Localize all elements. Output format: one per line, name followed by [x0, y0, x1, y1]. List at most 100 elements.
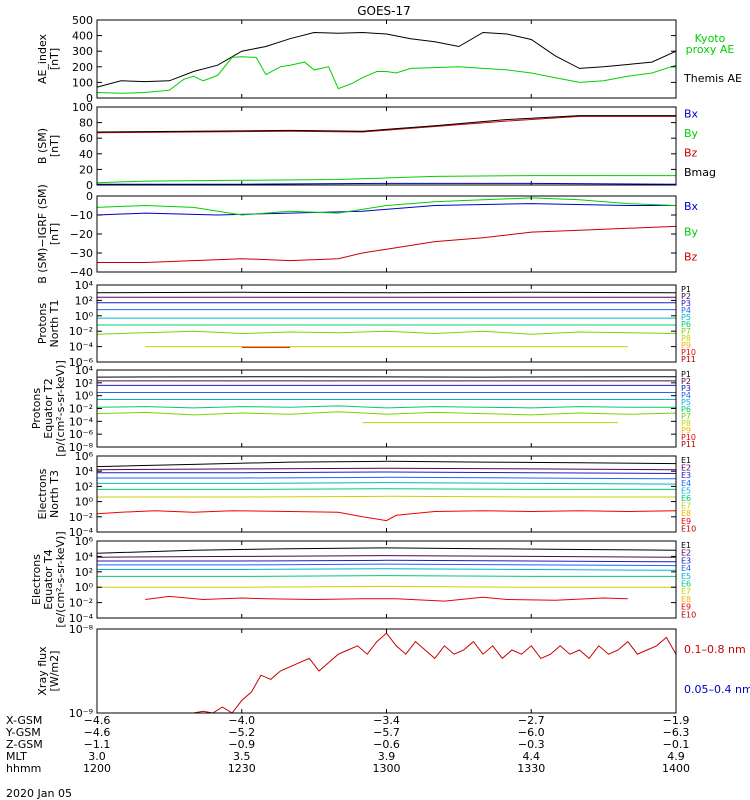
legend-item: E3	[681, 471, 691, 480]
legend-item: P2	[681, 377, 691, 386]
legend-item: Bx	[684, 200, 699, 213]
y-tick-label: 10⁻²	[69, 511, 93, 524]
y-tick-label: 100	[72, 76, 93, 89]
x-row-label: X-GSM	[6, 714, 42, 727]
series-group	[96, 376, 677, 424]
legend-item: P8	[681, 334, 691, 343]
series-line-kyoto-proxy-ae	[96, 56, 677, 94]
y-tick-label: 10⁻⁴	[69, 341, 94, 354]
y-axis-label: Electrons	[30, 554, 43, 605]
legend-item: Kyoto	[695, 32, 726, 45]
y-tick-label: −30	[70, 247, 93, 260]
x-tick-label: −6.3	[663, 726, 690, 739]
y-axis-label: AE_index	[36, 33, 49, 84]
y-tick-label: 10⁰	[75, 310, 94, 323]
series-line-bmag	[96, 115, 676, 133]
series-line-e7	[97, 585, 676, 588]
series-line-e5	[97, 568, 677, 571]
legend-item: E5	[681, 486, 691, 495]
x-tick-label: −1.1	[84, 738, 111, 751]
legend-item: E9	[681, 603, 691, 612]
series-line-0-1-0-8-nm	[193, 632, 677, 714]
legend-item: P2	[681, 292, 691, 301]
legend-item: E4	[681, 479, 691, 488]
legend-item: E1	[681, 541, 691, 550]
legend-item: P4	[681, 306, 691, 315]
legend-item: E8	[681, 595, 691, 604]
x-tick-label: −2.7	[518, 714, 545, 727]
series-group	[96, 460, 677, 522]
x-tick-label: −0.1	[663, 738, 690, 751]
y-tick-label: 10⁴	[75, 465, 94, 478]
legend-item: E2	[681, 549, 691, 558]
legend-item: P7	[681, 327, 691, 336]
figure-title: GOES-17	[357, 4, 411, 18]
y-tick-label: 10⁻⁴	[69, 415, 94, 428]
x-tick-label: 3.9	[378, 750, 396, 763]
legend-item: E2	[681, 464, 691, 473]
y-tick-label: 20	[79, 163, 93, 176]
legend-item: E9	[681, 517, 691, 526]
y-tick-label: 10⁻²	[69, 403, 93, 416]
legend-item: E10	[681, 610, 696, 619]
legend-item: P7	[681, 412, 691, 421]
y-tick-label: 10⁶	[75, 535, 94, 548]
date-label: 2020 Jan 05	[6, 787, 72, 800]
series-line-e1	[96, 460, 677, 468]
y-axis-label: Protons	[36, 303, 49, 344]
legend-item: E1	[681, 456, 691, 465]
series-line-e6	[97, 575, 676, 577]
legend-item: Themis AE	[683, 72, 742, 85]
y-tick-label: 10⁻⁸	[69, 623, 94, 636]
series-line-p6	[96, 405, 676, 409]
y-tick-label: 500	[72, 14, 93, 27]
legend-item: P4	[681, 391, 691, 400]
y-axis-label: Equator T2	[42, 378, 55, 438]
legend-item: 0.05–0.4 nm	[684, 683, 750, 696]
x-tick-label: −4.6	[84, 726, 111, 739]
y-tick-label: 10⁴	[75, 279, 94, 292]
legend-item: P5	[681, 398, 691, 407]
x-row-label: MLT	[6, 750, 27, 763]
y-tick-label: 10⁰	[75, 496, 94, 509]
x-row-label: Z-GSM	[6, 738, 43, 751]
x-tick-label: −0.9	[228, 738, 255, 751]
x-tick-label: −5.7	[373, 726, 400, 739]
y-tick-label: 10⁻⁶	[69, 356, 94, 369]
x-tick-label: 1300	[373, 762, 401, 775]
series-line-e4	[97, 476, 677, 480]
y-tick-label: 10⁰	[75, 390, 94, 403]
y-tick-label: 10⁻⁴	[69, 612, 94, 625]
x-tick-label: −6.0	[518, 726, 545, 739]
panel-xray: 10⁻⁹ 10⁻⁸ Xray flux [W/m2] 0.1–0.8 nm 0.05–0.…	[36, 623, 750, 720]
legend-item: E5	[681, 572, 691, 581]
series-line-bx	[96, 203, 676, 216]
x-tick-label: −3.4	[373, 714, 400, 727]
y-axis-label: [nT]	[48, 223, 61, 245]
x-tick-label: −5.2	[228, 726, 255, 739]
series-line-by	[96, 175, 676, 184]
x-tick-label: 3.0	[88, 750, 106, 763]
x-row-label: Y-GSM	[5, 726, 41, 739]
x-tick-label: −4.6	[84, 714, 111, 727]
y-tick-label: 10⁴	[75, 550, 94, 563]
y-tick-label: 10⁶	[75, 450, 94, 463]
legend-item: E3	[681, 556, 691, 565]
series-line-p7	[96, 330, 677, 335]
y-tick-label: 10⁰	[75, 581, 94, 594]
y-axis-label: North T3	[48, 470, 61, 518]
series-line-e9	[96, 510, 677, 522]
panel-b_sm: 0 20 40 60 80 100 B (SM) [nT] Bx By Bz Bmag	[36, 101, 716, 192]
y-tick-label: 10²	[75, 480, 93, 493]
legend-item: E10	[681, 524, 696, 533]
y-tick-label: 0	[86, 190, 93, 203]
y-tick-label: 10²	[75, 294, 93, 307]
panel-frame	[96, 540, 677, 619]
legend-item: P8	[681, 419, 691, 428]
legend-item: E8	[681, 509, 691, 518]
y-axis-label: North T1	[48, 300, 61, 348]
